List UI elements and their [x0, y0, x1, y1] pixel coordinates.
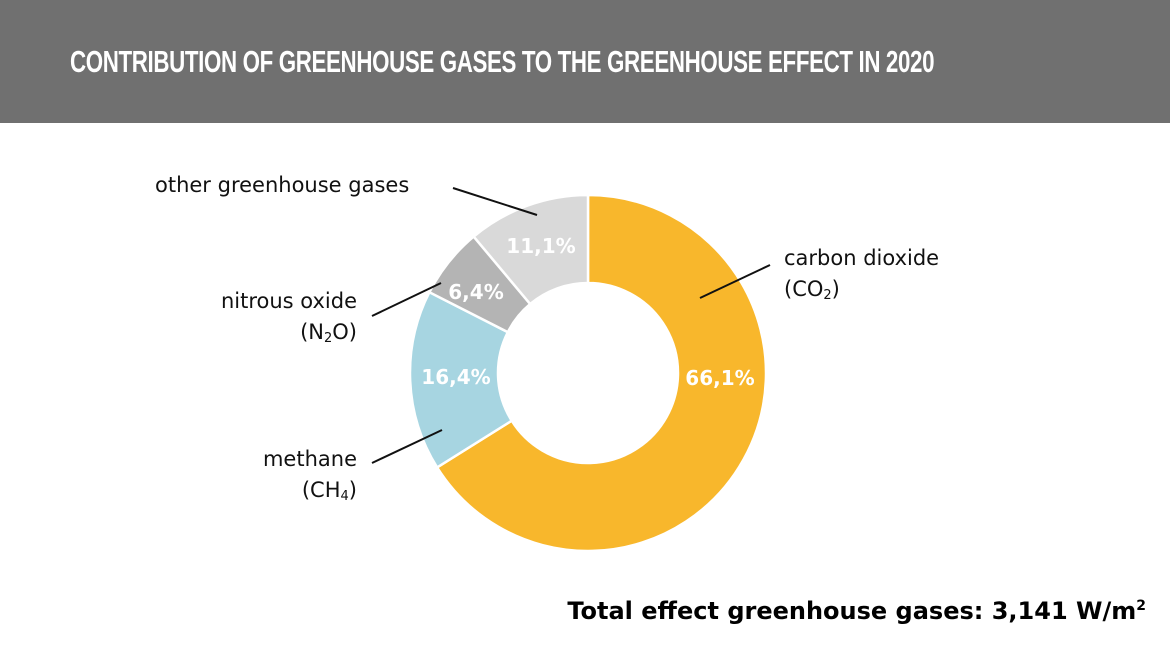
pct-label-other: 11,1% — [506, 234, 576, 258]
label-ch4-name: methane — [262, 447, 357, 471]
label-n2o-formula: (N2O) — [300, 320, 357, 346]
chart-title: CONTRIBUTION OF GREENHOUSE GASES TO THE … — [70, 44, 935, 79]
pct-label-co2: 66,1% — [685, 366, 755, 390]
header-bar: CONTRIBUTION OF GREENHOUSE GASES TO THE … — [0, 0, 1170, 123]
label-other-name: other greenhouse gases — [155, 173, 410, 197]
label-co2-name: carbon dioxide — [784, 246, 940, 270]
pct-label-n2o: 6,4% — [448, 280, 504, 304]
label-co2: carbon dioxide (CO2) — [784, 243, 939, 305]
leader-lines — [371, 187, 771, 464]
slice-co2 — [435, 193, 768, 553]
leader-line-other — [452, 187, 538, 216]
label-n2o: nitrous oxide (N2O) — [221, 286, 357, 348]
label-other: other greenhouse gases — [155, 170, 409, 201]
leader-line-ch4 — [371, 429, 443, 464]
label-ch4-formula: (CH4) — [301, 478, 357, 504]
donut-slices — [408, 193, 768, 553]
leader-line-n2o — [371, 282, 442, 317]
slice-ch4 — [408, 290, 514, 470]
pct-label-ch4: 16,4% — [421, 365, 491, 389]
total-effect-annotation: Total effect greenhouse gases: 3,141 W/m… — [567, 597, 1146, 625]
leader-line-co2 — [699, 264, 771, 299]
slice-other — [471, 193, 590, 306]
label-n2o-name: nitrous oxide — [220, 289, 357, 313]
label-co2-formula: (CO2) — [784, 277, 840, 303]
label-ch4: methane (CH4) — [263, 444, 357, 506]
